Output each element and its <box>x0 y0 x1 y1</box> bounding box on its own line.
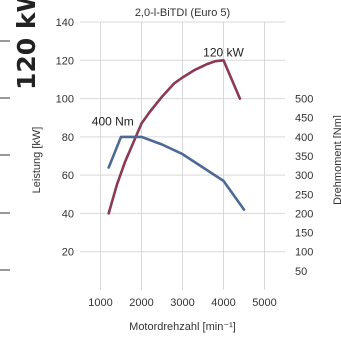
x-tick-label: 4000 <box>211 297 235 309</box>
y-right-tick-label: 450 <box>295 113 313 125</box>
y-right-tick-label: 250 <box>295 189 313 201</box>
y-right-tick-label: 100 <box>295 247 313 259</box>
y-right-tick-label: 300 <box>295 170 313 182</box>
y-right-tick-label: 500 <box>295 94 313 106</box>
series-line-torque <box>107 135 246 211</box>
y-left-tick-label: 60 <box>62 170 74 182</box>
annotation-max-power: 120 kW <box>203 45 244 59</box>
y-left-axis-label: Leistung [kW] <box>31 127 43 194</box>
y-left-tick-label: 140 <box>56 17 74 29</box>
side-tick-marks <box>0 40 10 271</box>
y-left-tick-label: 20 <box>62 247 74 259</box>
y-right-tick-label: 350 <box>295 151 313 163</box>
x-tick-label: 1000 <box>88 297 112 309</box>
x-tick-label: 5000 <box>252 297 276 309</box>
y-left-tick-label: 100 <box>56 94 74 106</box>
x-tick-label: 2000 <box>129 297 153 309</box>
annotation-max-torque: 400 Nm <box>92 114 134 128</box>
y-left-tick-label: 120 <box>56 55 74 67</box>
chart-title: 2,0-l-BiTDI (Euro 5) <box>135 7 230 19</box>
y-right-tick-label: 200 <box>295 208 313 220</box>
y-left-tick-label: 40 <box>62 208 74 220</box>
y-right-axis-label: Drehmoment [Nm] <box>332 115 341 205</box>
y-right-tick-label: 50 <box>295 266 307 278</box>
power-headline: 120 kW <box>12 0 41 90</box>
x-tick-label: 3000 <box>170 297 194 309</box>
series-line-power <box>107 58 242 215</box>
x-axis-label: Motordrehzahl [min⁻¹] <box>129 321 236 333</box>
y-right-tick-label: 400 <box>295 132 313 144</box>
y-right-tick-label: 150 <box>295 228 313 240</box>
y-left-tick-label: 80 <box>62 132 74 144</box>
